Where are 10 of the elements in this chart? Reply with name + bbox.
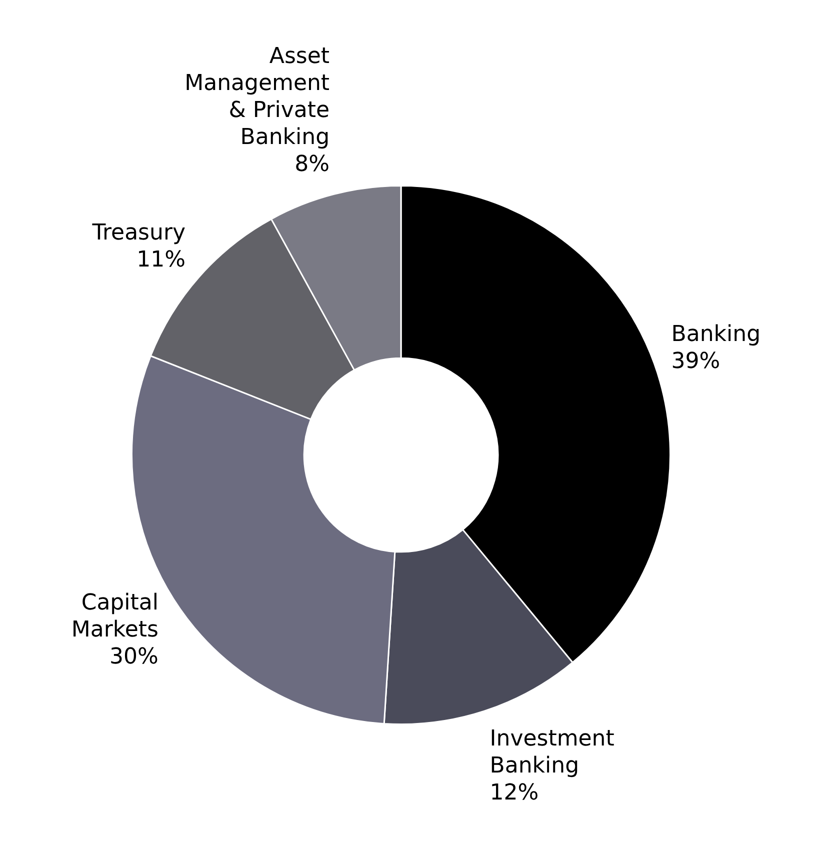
slice-label: Investment Banking (490, 726, 615, 778)
slice-label: Treasury (91, 220, 186, 246)
slice-label: Asset Management & Private Banking (184, 44, 330, 150)
data-label: 12% (490, 780, 539, 806)
data-label: 8% (294, 152, 330, 178)
data-label: 11% (136, 247, 186, 272)
data-label: 39% (671, 348, 720, 374)
slice-label: Capital Markets (71, 590, 158, 642)
slice-label: Banking (671, 322, 761, 347)
data-label: 30% (110, 644, 158, 670)
